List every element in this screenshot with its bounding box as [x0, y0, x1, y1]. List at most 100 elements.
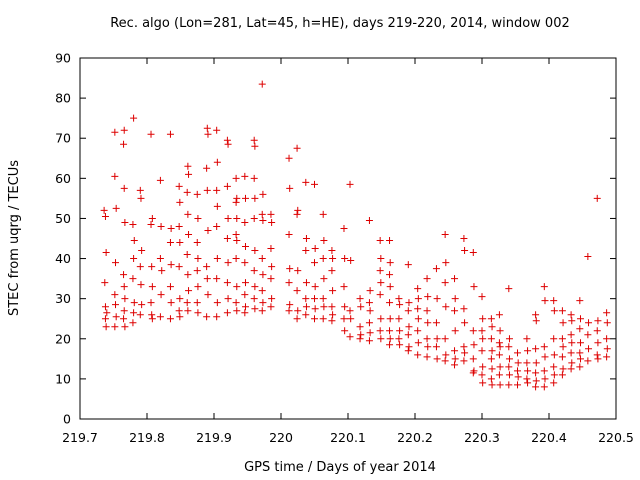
data-point [524, 367, 532, 375]
data-point [148, 214, 156, 222]
data-point [232, 230, 240, 238]
data-point [495, 339, 503, 347]
data-point [167, 261, 175, 269]
data-point [232, 198, 240, 206]
data-point [156, 176, 164, 184]
data-point [101, 279, 109, 287]
data-point [451, 307, 459, 315]
data-point [121, 295, 129, 303]
data-point [203, 186, 211, 194]
data-point [505, 371, 513, 379]
data-point [423, 335, 431, 343]
data-point [540, 383, 548, 391]
data-point [224, 140, 232, 148]
x-tick-label: 219.7 [62, 430, 98, 445]
data-point [120, 283, 128, 291]
data-point [540, 367, 548, 375]
data-point [185, 230, 193, 238]
data-point [469, 369, 477, 377]
data-point [112, 259, 120, 267]
data-point [479, 315, 487, 323]
data-point [404, 261, 412, 269]
data-point [213, 186, 221, 194]
data-point [258, 287, 266, 295]
data-point [213, 313, 221, 321]
data-point [223, 182, 231, 190]
data-point [460, 235, 468, 242]
data-point [223, 279, 231, 287]
data-point [423, 275, 431, 283]
data-point [130, 309, 138, 317]
data-point [176, 313, 184, 321]
data-point [568, 317, 576, 325]
data-point [576, 315, 584, 323]
data-point [183, 251, 191, 259]
data-point [376, 237, 384, 245]
data-point [487, 315, 495, 323]
data-point [320, 303, 328, 311]
data-point [424, 343, 432, 351]
data-point [550, 297, 558, 305]
data-point [505, 363, 513, 371]
data-point [386, 335, 394, 343]
data-point [423, 353, 431, 361]
data-point [576, 297, 584, 305]
data-point [213, 202, 221, 210]
data-point [166, 239, 174, 247]
data-point [532, 359, 540, 367]
data-point [576, 349, 584, 357]
data-point [147, 220, 155, 228]
data-point [594, 317, 602, 325]
data-point [558, 353, 566, 361]
data-point [356, 335, 364, 343]
data-point [103, 309, 111, 317]
data-point [386, 327, 394, 335]
data-point [366, 307, 374, 315]
data-point [251, 194, 259, 202]
data-point [405, 323, 413, 331]
data-point [469, 355, 477, 363]
data-point [102, 249, 110, 257]
data-point [514, 367, 522, 375]
data-point [584, 331, 592, 339]
data-point [241, 291, 249, 299]
data-point [550, 371, 558, 379]
data-point [469, 327, 477, 335]
data-point [328, 267, 336, 275]
data-point [470, 341, 478, 349]
x-axis-title: GPS time / Days of year 2014 [244, 460, 436, 475]
y-tick-label: 40 [55, 251, 71, 266]
data-point [285, 279, 293, 287]
data-point [204, 291, 212, 299]
data-point [130, 299, 138, 307]
data-point [558, 307, 566, 315]
data-point [241, 218, 249, 226]
data-point [156, 313, 164, 321]
data-point [267, 210, 275, 218]
data-point [568, 339, 576, 347]
data-point [137, 194, 145, 202]
data-point [157, 222, 165, 230]
data-point [102, 323, 110, 331]
data-point [147, 130, 155, 138]
data-point [184, 271, 192, 279]
data-point [357, 331, 365, 339]
data-point [376, 267, 384, 275]
data-point [120, 307, 128, 315]
data-point [377, 279, 385, 287]
y-tick-label: 30 [55, 291, 71, 306]
data-point [286, 265, 294, 273]
data-point [156, 255, 164, 263]
data-point [223, 235, 231, 242]
data-point [329, 311, 337, 319]
data-point [524, 379, 532, 387]
data-point [540, 283, 548, 291]
data-point [267, 303, 275, 311]
data-point [386, 271, 394, 279]
data-point [404, 347, 412, 355]
data-point [532, 383, 540, 391]
data-point [478, 327, 486, 335]
data-point [319, 255, 327, 263]
data-point [346, 333, 354, 341]
data-point [120, 140, 128, 148]
